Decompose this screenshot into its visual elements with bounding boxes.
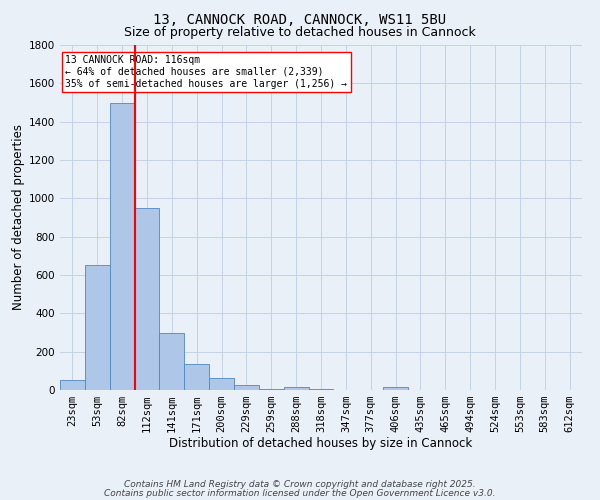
Text: 13, CANNOCK ROAD, CANNOCK, WS11 5BU: 13, CANNOCK ROAD, CANNOCK, WS11 5BU — [154, 12, 446, 26]
Bar — [383, 387, 408, 390]
Text: Size of property relative to detached houses in Cannock: Size of property relative to detached ho… — [124, 26, 476, 39]
Bar — [60, 380, 85, 390]
Bar — [134, 208, 160, 390]
Bar — [160, 332, 184, 390]
Bar — [308, 389, 334, 390]
Bar — [259, 389, 284, 390]
Text: 13 CANNOCK ROAD: 116sqm
← 64% of detached houses are smaller (2,339)
35% of semi: 13 CANNOCK ROAD: 116sqm ← 64% of detache… — [65, 56, 347, 88]
Bar — [284, 387, 308, 390]
X-axis label: Distribution of detached houses by size in Cannock: Distribution of detached houses by size … — [169, 436, 473, 450]
Text: Contains HM Land Registry data © Crown copyright and database right 2025.: Contains HM Land Registry data © Crown c… — [124, 480, 476, 489]
Bar — [110, 102, 134, 390]
Bar — [234, 385, 259, 390]
Bar — [184, 364, 209, 390]
Bar — [209, 378, 234, 390]
Y-axis label: Number of detached properties: Number of detached properties — [12, 124, 25, 310]
Bar — [85, 266, 110, 390]
Text: Contains public sector information licensed under the Open Government Licence v3: Contains public sector information licen… — [104, 490, 496, 498]
